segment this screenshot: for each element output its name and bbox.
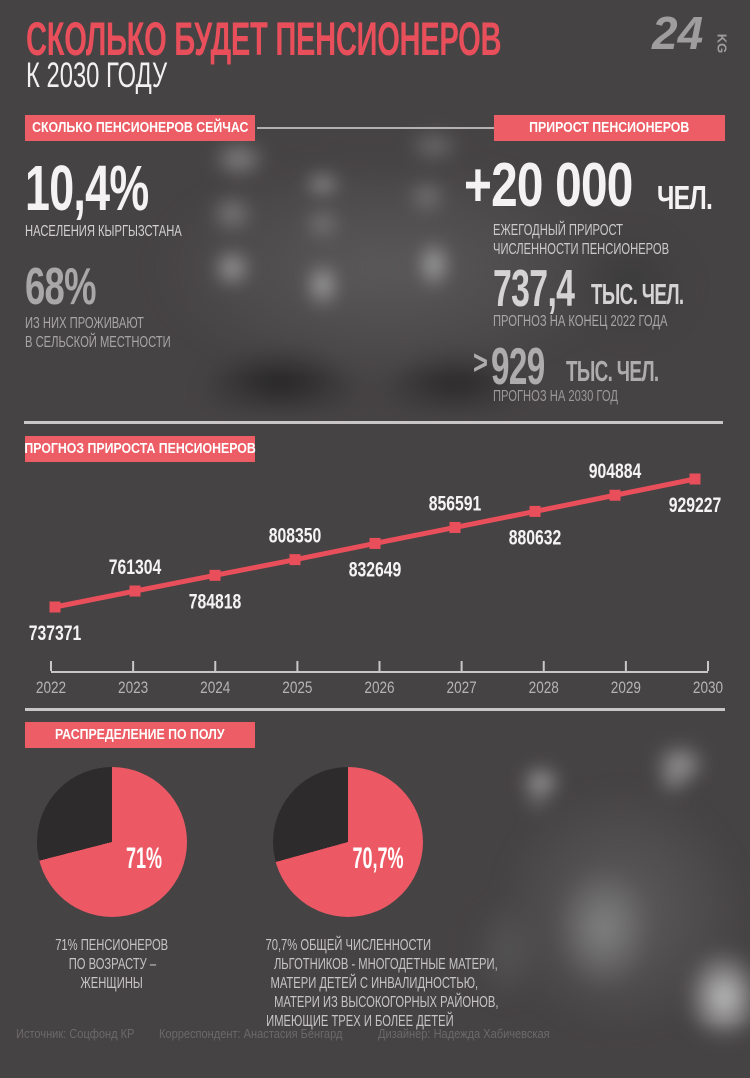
caption-line: ИМЕЮЩИЕ ТРЕХ И БОЛЕЕ ДЕТЕЙ <box>226 1012 470 1031</box>
pensioners-forecast-line-chart: 2022 2023 2024 2025 2026 2027 2028 2029 2030 7373… <box>29 459 723 698</box>
caption-line: 70,7% ОБЩЕЙ ЧИСЛЕННОСТИ <box>226 936 470 955</box>
stat-rural-caption-line2: В СЕЛЬСКОЙ МЕСТНОСТИ <box>25 334 171 351</box>
stat-annual-growth-caption-line1: ЕЖЕГОДНЫЙ ПРИРОСТ <box>493 222 624 239</box>
credit-designer: Дизайнер: Надежда Хабичевская <box>378 1026 551 1041</box>
badge-growth: ПРИРОСТ ПЕНСИОНЕРОВ <box>494 115 725 141</box>
caption-line: ЖЕНЩИНЫ <box>12 974 212 993</box>
caption-line-text: МАТЕРИ ИЗ ВЫСОКОГОРНЫХ РАЙОНОВ, <box>274 994 499 1011</box>
caption-line-text: ЖЕНЩИНЫ <box>80 975 144 992</box>
stat-annual-growth-value: +20 000 <box>464 151 633 220</box>
svg-text:2025: 2025 <box>282 679 312 698</box>
pie-chart-beneficiary-mothers <box>273 767 423 917</box>
svg-text:904884: 904884 <box>589 459 642 483</box>
badge-connector-line <box>257 127 494 129</box>
photo-elderly-men <box>90 116 750 420</box>
badge-current-pensioners: СКОЛЬКО ПЕНСИОНЕРОВ СЕЙЧАС <box>25 115 255 141</box>
page-subtitle: К 2030 ГОДУ <box>26 56 168 95</box>
svg-text:856591: 856591 <box>429 491 482 515</box>
badge-current-pensioners-label: СКОЛЬКО ПЕНСИОНЕРОВ СЕЙЧАС <box>31 120 249 136</box>
stat-annual-growth-unit: ЧЕЛ. <box>657 179 713 216</box>
caption-line: МАТЕРИ ДЕТЕЙ С ИНВАЛИДНОСТЬЮ, <box>226 974 479 993</box>
stat-current-share-value: 10,4% <box>25 152 149 224</box>
logo-24-mark: 24 <box>652 7 704 59</box>
caption-line: МАТЕРИ ИЗ ВЫСОКОГОРНЫХ РАЙОНОВ, <box>226 993 498 1012</box>
photo-vignette <box>420 718 750 1063</box>
caption-line-text: 71% ПЕНСИОНЕРОВ <box>55 937 169 954</box>
credit-correspondent: Корреспондент: Анастасия Бенгард <box>158 1026 343 1041</box>
stat-2030-prefix: > <box>473 344 488 382</box>
svg-text:2030: 2030 <box>693 679 723 698</box>
section-divider <box>25 708 725 711</box>
stat-2022-value: 737,4 <box>493 260 575 318</box>
stat-2022-caption: ПРОГНОЗ НА КОНЕЦ 2022 ГОДА <box>493 313 668 330</box>
logo-kg-mark: KG <box>714 33 730 54</box>
photo-vignette <box>90 116 750 420</box>
credits: Источник: Соцфонд КР Корреспондент: Анас… <box>16 1026 580 1042</box>
pie-women-share-caption: 71% ПЕНСИОНЕРОВ ПО ВОЗРАСТУ – ЖЕНЩИНЫ <box>12 936 212 993</box>
svg-text:2027: 2027 <box>447 679 477 698</box>
caption-line: 71% ПЕНСИОНЕРОВ <box>12 936 212 955</box>
svg-text:784818: 784818 <box>189 589 242 613</box>
svg-text:2029: 2029 <box>611 679 641 698</box>
section-divider <box>24 421 723 424</box>
photo-elderly-women <box>420 718 750 1063</box>
svg-text:832649: 832649 <box>349 557 402 581</box>
stat-2030-caption: ПРОГНОЗ НА 2030 ГОД <box>493 388 618 405</box>
pie-beneficiary-mothers-value: 70,7% <box>352 842 404 875</box>
badge-gender-distribution-label: РАСПРЕДЕЛЕНИЕ ПО ПОЛУ <box>55 727 225 743</box>
stat-rural-caption-line1: ИЗ НИХ ПРОЖИВАЮТ <box>25 315 144 332</box>
svg-text:761304: 761304 <box>109 555 162 579</box>
svg-text:2022: 2022 <box>36 679 66 698</box>
svg-text:2023: 2023 <box>118 679 148 698</box>
stat-2030-unit: ТЫС. ЧЕЛ. <box>566 356 659 388</box>
stat-2022-unit: ТЫС. ЧЕЛ. <box>591 279 684 311</box>
svg-text:2026: 2026 <box>364 679 394 698</box>
pie-beneficiary-mothers-caption: 70,7% ОБЩЕЙ ЧИСЛЕННОСТИ ЛЬГОТНИКОВ - МНО… <box>226 936 498 1031</box>
pie-women-share-value: 71% <box>125 842 163 875</box>
page-title: СКОЛЬКО БУДЕТ ПЕНСИОНЕРОВ <box>26 12 502 65</box>
svg-text:2028: 2028 <box>529 679 559 698</box>
logo-24kg: 24 KG <box>650 10 740 62</box>
svg-text:737371: 737371 <box>29 621 82 645</box>
pie-chart-women-share <box>37 767 187 917</box>
stat-2030-value: 929 <box>491 338 545 396</box>
caption-line-text: МАТЕРИ ДЕТЕЙ С ИНВАЛИДНОСТЬЮ, <box>270 975 479 992</box>
caption-line-text: ИМЕЮЩИЕ ТРЕХ И БОЛЕЕ ДЕТЕЙ <box>266 1013 454 1030</box>
badge-forecast-label: ПРОГНОЗ ПРИРОСТА ПЕНСИОНЕРОВ <box>24 441 256 457</box>
caption-line-text: 70,7% ОБЩЕЙ ЧИСЛЕННОСТИ <box>265 937 431 954</box>
svg-text:880632: 880632 <box>509 525 562 549</box>
credit-source: Источник: Соцфонд КР <box>16 1026 135 1041</box>
svg-text:2024: 2024 <box>200 679 231 698</box>
badge-growth-label: ПРИРОСТ ПЕНСИОНЕРОВ <box>529 120 690 136</box>
caption-line-text: ЛЬГОТНИКОВ - МНОГОДЕТНЫЕ МАТЕРИ, <box>273 956 498 973</box>
svg-text:808350: 808350 <box>269 523 322 547</box>
caption-line: ПО ВОЗРАСТУ – <box>12 955 212 974</box>
stat-rural-value: 68% <box>25 258 96 316</box>
svg-text:929227: 929227 <box>669 493 722 517</box>
stat-current-share-caption: НАСЕЛЕНИЯ КЫРГЫЗСТАНА <box>25 223 182 240</box>
stat-annual-growth-caption-line2: ЧИСЛЕННОСТИ ПЕНСИОНЕРОВ <box>493 241 670 258</box>
badge-forecast: ПРОГНОЗ ПРИРОСТА ПЕНСИОНЕРОВ <box>24 436 256 462</box>
caption-line: ЛЬГОТНИКОВ - МНОГОДЕТНЫЕ МАТЕРИ, <box>226 955 498 974</box>
badge-gender-distribution: РАСПРЕДЕЛЕНИЕ ПО ПОЛУ <box>25 722 255 748</box>
caption-line-text: ПО ВОЗРАСТУ – <box>68 956 156 973</box>
